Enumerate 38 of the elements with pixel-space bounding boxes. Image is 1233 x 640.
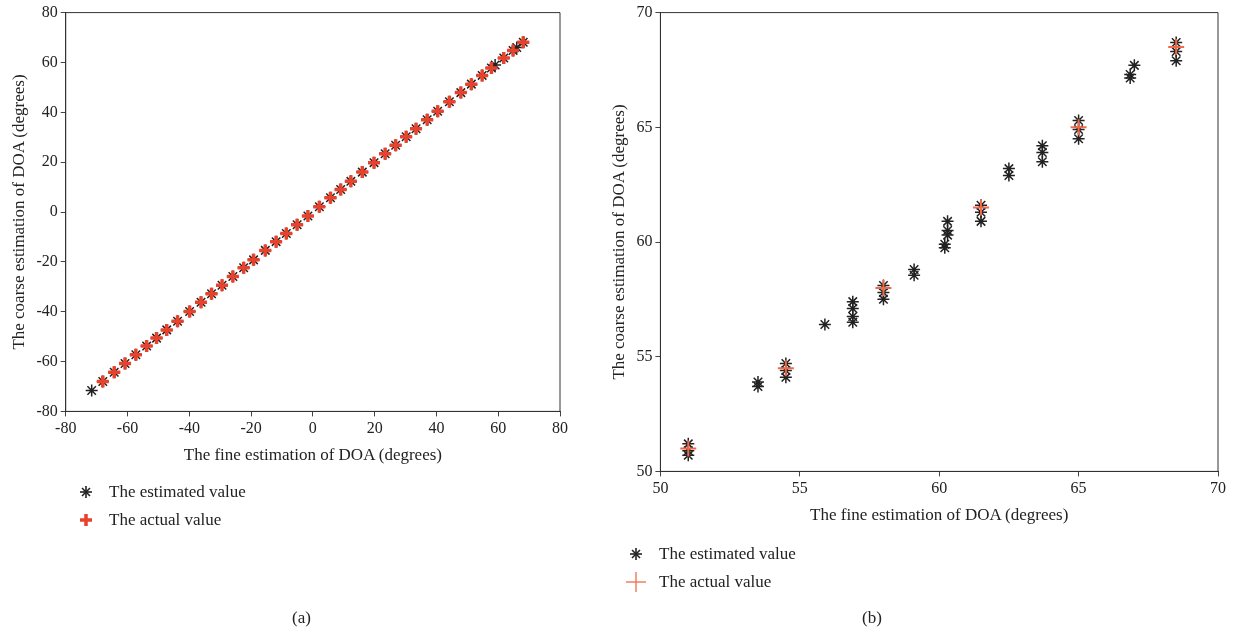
x-tick-label: -60: [116, 419, 139, 437]
y-tick-label: 40: [41, 102, 58, 120]
x-tick-label: 65: [1070, 479, 1087, 497]
x-tick-label: 0: [308, 419, 317, 437]
y-axis-title: The coarse estimation of DOA (degrees): [608, 104, 628, 380]
x-tick-label: 55: [791, 479, 808, 497]
y-tick-label: 50: [636, 461, 653, 479]
legend-label: The actual value: [109, 510, 222, 530]
text: (b): [862, 608, 882, 628]
x-axis-title: The fine estimation of DOA (degrees): [810, 505, 1069, 525]
y-tick-label: 80: [41, 2, 58, 20]
x-tick-label: 20: [366, 419, 383, 437]
x-tick-label: -80: [55, 419, 77, 437]
y-tick-label: 20: [41, 152, 58, 170]
y-tick-label: -20: [36, 252, 58, 270]
legend-label: The estimated value: [659, 544, 796, 564]
y-tick-label: 65: [636, 117, 653, 135]
y-tick-label: -60: [36, 351, 58, 369]
x-tick-label: 60: [490, 419, 507, 437]
y-tick-label: 0: [49, 202, 58, 220]
text: (a): [292, 608, 311, 628]
x-axis-title: The fine estimation of DOA (degrees): [183, 445, 442, 465]
y-axis-title: The coarse estimation of DOA (degrees): [8, 74, 28, 350]
x-tick-label: 80: [552, 419, 568, 437]
x-tick-label: 60: [931, 479, 948, 497]
y-tick-label: 70: [636, 2, 653, 20]
y-tick-label: 60: [41, 52, 58, 70]
x-tick-label: 70: [1210, 479, 1226, 497]
legend-label: The actual value: [659, 572, 772, 592]
x-tick-label: 40: [428, 419, 445, 437]
x-tick-label: -20: [240, 419, 262, 437]
y-tick-label: -80: [36, 401, 58, 419]
legend-label: The estimated value: [109, 482, 246, 502]
y-tick-label: 60: [636, 232, 653, 250]
y-tick-label: 55: [636, 346, 653, 364]
x-tick-label: -40: [178, 419, 200, 437]
x-tick-label: 50: [652, 479, 669, 497]
y-tick-label: -40: [36, 301, 58, 319]
